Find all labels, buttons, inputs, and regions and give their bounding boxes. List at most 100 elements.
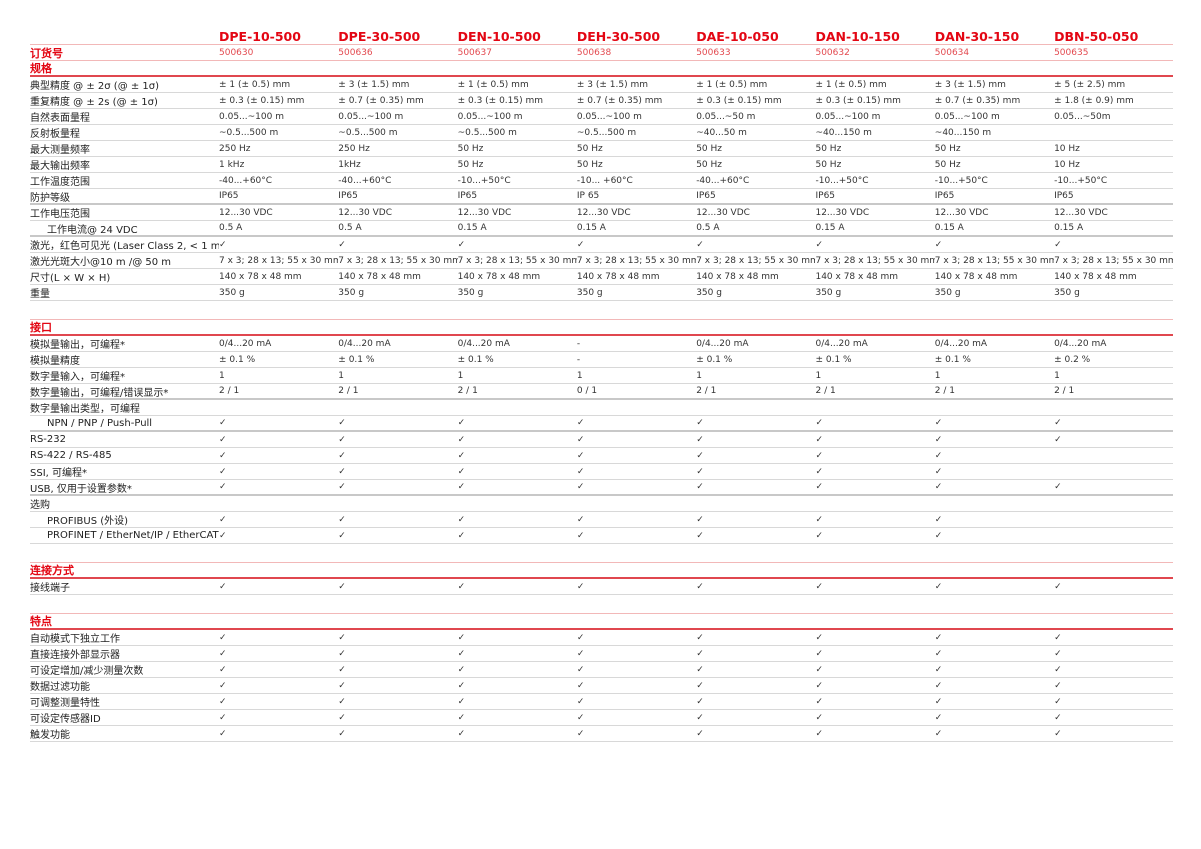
cell-value: 2 / 1	[219, 386, 240, 396]
check-icon: ✓	[934, 680, 943, 691]
spec-table: DPE-10-500 DPE-30-500 DEN-10-500 DEH-30-…	[30, 28, 1173, 742]
cell-value: 50 Hz	[576, 143, 603, 154]
table-row: PROFINET / EtherNet/IP / EtherCAT ✓ ✓ ✓ ✓ ✓ ✓ ✓	[30, 528, 1173, 544]
cell-value: 50 Hz	[576, 159, 603, 170]
cell-value: IP65	[457, 191, 478, 201]
check-icon: ✓	[219, 450, 227, 461]
cell-value: ~0.5...500 m	[338, 127, 398, 138]
cell-value: 0.05...~50m	[1054, 111, 1111, 122]
table-row: 可调整测量特性 ✓ ✓ ✓ ✓ ✓ ✓ ✓ ✓	[30, 694, 1173, 710]
check-icon: ✓	[815, 712, 824, 723]
model-name: DBN-50-050	[1054, 28, 1139, 44]
check-icon: ✓	[934, 418, 943, 428]
cell-value: 350 g	[338, 287, 365, 298]
cell-value: -40...+60°C	[338, 175, 392, 186]
table-row: 反射板量程 ~0.5...500 m ~0.5...500 m ~0.5...5…	[30, 125, 1173, 141]
row-label: RS-232	[30, 434, 66, 445]
table-row: 激光，红色可见光 (Laser Class 2, < 1 mW) ✓ ✓ ✓ ✓ ✓ ✓ ✓ ✓	[30, 237, 1173, 253]
section-title: 接口	[30, 321, 52, 334]
row-label: 最大测量频率	[30, 145, 90, 156]
table-row: 可设定增加/减少测量次数 ✓ ✓ ✓ ✓ ✓ ✓ ✓ ✓	[30, 662, 1173, 678]
check-icon: ✓	[815, 514, 824, 525]
check-icon: ✓	[1054, 680, 1062, 691]
cell-value: ± 1 (± 0.5) mm	[696, 79, 768, 90]
cell-value: 140 x 78 x 48 mm	[934, 271, 1018, 282]
table-row: 自动模式下独立工作 ✓ ✓ ✓ ✓ ✓ ✓ ✓ ✓	[30, 630, 1173, 646]
cell-value: 2 / 1	[696, 386, 717, 396]
cell-value: 12...30 VDC	[338, 207, 393, 218]
check-icon: ✓	[934, 514, 943, 525]
cell-value: 7 x 3; 28 x 13; 55 x 30 mm	[815, 255, 935, 266]
row-label: 工作温度范围	[30, 177, 90, 188]
cell-value: 0/4...20 mA	[457, 338, 510, 349]
table-row: RS-232 ✓ ✓ ✓ ✓ ✓ ✓ ✓ ✓	[30, 432, 1173, 448]
row-label: 防护等级	[30, 192, 70, 204]
check-icon: ✓	[815, 648, 824, 659]
check-icon: ✓	[576, 696, 585, 707]
check-icon: ✓	[576, 712, 585, 723]
table-row: 直接连接外部显示器 ✓ ✓ ✓ ✓ ✓ ✓ ✓ ✓	[30, 646, 1173, 662]
cell-value: 0.5 A	[219, 223, 243, 233]
cell-value: -	[576, 354, 581, 365]
table-row: 防护等级 IP65 IP65 IP65 IP 65 IP65 IP65 IP65 IP65	[30, 189, 1173, 205]
check-icon: ✓	[696, 680, 704, 691]
cell-value: ± 1.8 (± 0.9) mm	[1054, 95, 1134, 106]
check-icon: ✓	[576, 434, 585, 445]
check-icon: ✓	[219, 530, 227, 541]
check-icon: ✓	[219, 434, 227, 445]
cell-value: 12...30 VDC	[815, 207, 870, 218]
cell-value: IP65	[219, 191, 239, 201]
check-icon: ✓	[934, 466, 943, 477]
check-icon: ✓	[815, 680, 824, 691]
check-icon: ✓	[576, 482, 585, 492]
check-icon: ✓	[1054, 664, 1062, 675]
row-label: 激光，红色可见光 (Laser Class 2, < 1 mW)	[30, 241, 219, 252]
check-icon: ✓	[457, 530, 466, 541]
check-icon: ✓	[219, 581, 227, 592]
cell-value: -	[576, 338, 581, 349]
order-number: 500633	[696, 47, 731, 58]
check-icon: ✓	[338, 664, 346, 675]
check-icon: ✓	[696, 482, 704, 492]
cell-value: 140 x 78 x 48 mm	[576, 271, 660, 282]
cell-value: ± 0.3 (± 0.15) mm	[219, 95, 305, 106]
cell-value: 12...30 VDC	[457, 207, 512, 218]
table-row: USB, 仅用于设置参数* ✓ ✓ ✓ ✓ ✓ ✓ ✓ ✓	[30, 480, 1173, 496]
row-label: 可设定传感器ID	[30, 714, 101, 725]
cell-value: 12...30 VDC	[934, 207, 989, 218]
model-name: DEH-30-500	[576, 28, 661, 44]
check-icon: ✓	[815, 482, 824, 492]
check-icon: ✓	[338, 466, 346, 477]
cell-value: -10...+50°C	[457, 175, 511, 186]
model-name: DAE-10-050	[696, 28, 779, 44]
cell-value: ~40...150 m	[815, 127, 872, 138]
cell-value: 350 g	[457, 287, 484, 298]
cell-value: 12...30 VDC	[696, 207, 750, 218]
cell-value: 7 x 3; 28 x 13; 55 x 30 mm	[1054, 255, 1174, 266]
cell-value: IP65	[338, 191, 358, 201]
cell-value: 2 / 1	[1054, 386, 1075, 396]
check-icon: ✓	[338, 530, 346, 541]
row-label: 触发功能	[30, 730, 70, 741]
check-icon: ✓	[576, 728, 585, 739]
row-label: 尺寸(L × W × H)	[30, 273, 111, 284]
check-icon: ✓	[934, 712, 943, 723]
check-icon: ✓	[815, 530, 824, 541]
cell-value: 350 g	[219, 287, 245, 298]
check-icon: ✓	[1054, 434, 1062, 445]
check-icon: ✓	[815, 696, 824, 707]
section-spacer	[30, 544, 1173, 563]
check-icon: ✓	[1054, 632, 1062, 643]
cell-value: 0/4...20 mA	[338, 338, 391, 349]
cell-value: ~0.5...500 m	[457, 127, 517, 138]
check-icon: ✓	[457, 680, 466, 691]
table-row: 自然表面量程 0.05...~100 m 0.05...~100 m 0.05...~…	[30, 109, 1173, 125]
check-icon: ✓	[457, 450, 466, 461]
cell-value: 350 g	[576, 287, 603, 298]
cell-value: ± 0.1 %	[696, 354, 733, 365]
check-icon: ✓	[219, 664, 227, 675]
cell-value: ± 1 (± 0.5) mm	[815, 79, 887, 90]
cell-value: ± 0.7 (± 0.35) mm	[338, 95, 424, 106]
check-icon: ✓	[457, 648, 466, 659]
table-row: 最大输出频率 1 kHz 1kHz 50 Hz 50 Hz 50 Hz 50 Hz 50 Hz…	[30, 157, 1173, 173]
